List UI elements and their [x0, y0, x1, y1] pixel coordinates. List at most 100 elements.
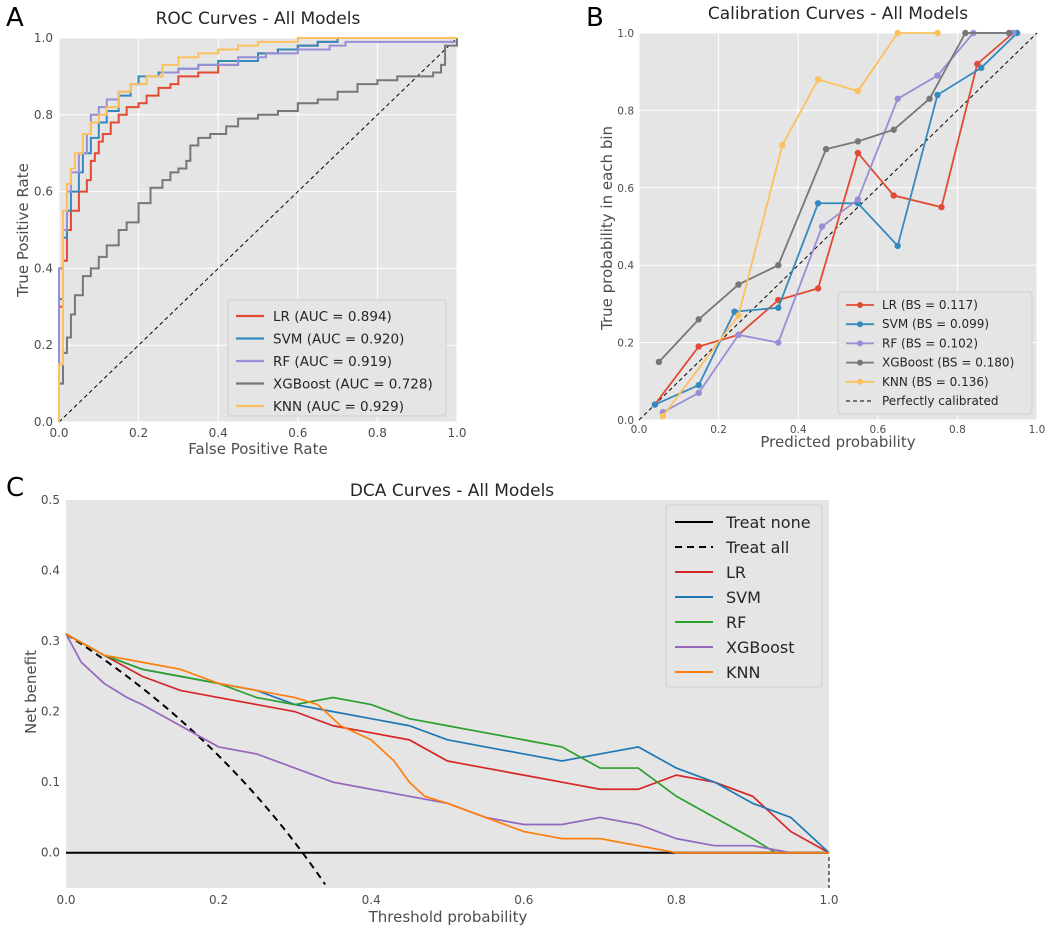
calibration-legend-label-rf: RF (BS = 0.102) [882, 336, 978, 350]
calibration-legend-marker-xgboost [857, 359, 863, 366]
perfectly-calibrated-line [638, 32, 1038, 421]
calibration-point-svm [775, 304, 782, 311]
dca-ytick-label: 0.2 [41, 705, 60, 719]
dca-legend-label-treat-all: Treat all [725, 538, 789, 557]
dca-ytick-label: 0.5 [41, 493, 60, 507]
dca-line-rf [65, 633, 829, 854]
roc-line-xgboost [58, 38, 458, 422]
calibration-point-lr [814, 285, 822, 292]
calibration-legend-marker-lr [857, 302, 863, 308]
roc-chance-line [58, 37, 458, 423]
dca-ytick-label: 0.3 [41, 634, 60, 648]
panel-letter-a: A [6, 3, 24, 33]
calibration-ticks: 0.0 0.2 0.4 0.6 0.8 1.0 0.0 0.2 0.4 0.6 0.8 1.0 [617, 28, 1045, 436]
panel-letter-b: B [586, 3, 604, 33]
dca-legend-label-lr: LR [726, 563, 746, 582]
dca-xtick-label: 0.0 [56, 893, 75, 907]
roc-chart: 0.0 0.2 0.4 0.6 0.8 1.0 0.0 0.2 0.4 0.6 0.8 1.0 ROC… [14, 9, 467, 458]
calibration-line-xgboost [658, 32, 1010, 363]
roc-xtick-label: 1.0 [447, 426, 466, 440]
calibration-legend-marker-svm [857, 321, 863, 328]
roc-xlabel: False Positive Rate [188, 440, 327, 458]
calibration-point-xgboost [926, 95, 933, 102]
calibration-point-lr [974, 60, 981, 68]
calibration-point-rf [934, 72, 941, 79]
calibration-ytick-label: 0.4 [617, 260, 634, 272]
calibration-point-xgboost [1005, 29, 1013, 37]
dca-ylabel: Net benefit [22, 650, 40, 734]
roc-title: ROC Curves - All Models [156, 9, 361, 29]
calibration-point-knn [735, 312, 742, 319]
calibration-point-xgboost [655, 358, 663, 366]
calibration-point-svm [695, 381, 702, 389]
calibration-ytick-label: 0.8 [617, 105, 634, 117]
calibration-legend-box [837, 291, 1033, 415]
calibration-point-rf [695, 389, 702, 397]
roc-xtick-label: 0.0 [49, 426, 68, 440]
roc-legend: LR (AUC = 0.894) SVM (AUC = 0.920) RF (AUC… [227, 299, 447, 417]
dca-xtick-label: 0.8 [667, 893, 686, 907]
roc-xtick-label: 0.2 [129, 426, 148, 440]
dca-xtick-label: 0.2 [209, 893, 228, 907]
calibration-legend: LR (BS = 0.117) SVM (BS = 0.099) RF (BS = … [837, 291, 1033, 415]
roc-xtick-label: 0.4 [209, 426, 228, 440]
calibration-chart: 0.0 0.2 0.4 0.6 0.8 1.0 0.0 0.2 0.4 0.6 0.8 1.0 Cal… [598, 4, 1045, 451]
dca-title: DCA Curves - All Models [350, 481, 554, 501]
dca-legend-label-knn: KNN [726, 663, 760, 682]
calibration-line-rf [662, 32, 1014, 414]
calibration-point-xgboost [775, 262, 782, 269]
dca-legend-label-xgboost: XGBoost [726, 638, 795, 657]
calibration-point-xgboost [695, 316, 702, 323]
calibration-line-svm [654, 32, 1018, 406]
dca-legend-label-svm: SVM [726, 588, 761, 607]
calibration-point-rf [735, 331, 742, 339]
dca-legend-label-treat-none: Treat none [725, 513, 811, 532]
dca-series [65, 633, 830, 854]
calibration-point-svm [978, 64, 985, 72]
calibration-ytick-label: 0.0 [617, 415, 634, 427]
roc-ytick-label: 1.0 [34, 31, 53, 45]
calibration-point-rf [854, 196, 862, 203]
calibration-point-knn [894, 29, 901, 37]
roc-ytick-label: 0.4 [34, 261, 53, 275]
roc-line-knn [58, 37, 457, 422]
roc-legend-label-knn: KNN (AUC = 0.929) [273, 399, 404, 415]
roc-ytick-label: 0.6 [34, 185, 53, 199]
roc-ytick-label: 0.0 [34, 415, 53, 429]
calibration-legend-label-reference: Perfectly calibrated [882, 394, 999, 408]
roc-ytick-label: 0.2 [34, 338, 53, 352]
roc-legend-label-lr: LR (AUC = 0.894) [273, 309, 392, 325]
calibration-point-knn [779, 142, 786, 149]
roc-ylabel: True Positive Rate [14, 163, 32, 298]
dca-legend: Treat none Treat all LR SVM RF XGBoost KNN [665, 504, 823, 688]
dca-legend-box [665, 504, 823, 688]
roc-legend-label-rf: RF (AUC = 0.919) [273, 354, 392, 370]
calibration-ytick-label: 0.6 [617, 183, 634, 195]
calibration-point-xgboost [735, 281, 742, 288]
dca-ytick-label: 0.0 [41, 846, 60, 860]
calibration-point-rf [894, 95, 901, 102]
calibration-point-knn [659, 412, 667, 420]
calibration-point-svm [814, 200, 822, 207]
roc-ticks: 0.0 0.2 0.4 0.6 0.8 1.0 0.0 0.2 0.4 0.6 0.8 1.0 [34, 31, 467, 440]
calibration-ytick-label: 0.2 [617, 338, 634, 350]
dca-legend-label-rf: RF [726, 613, 746, 632]
panel-letter-c: C [6, 473, 24, 503]
calibration-legend-label-svm: SVM (BS = 0.099) [882, 317, 989, 331]
dca-ytick-label: 0.1 [41, 775, 60, 789]
calibration-point-xgboost [890, 126, 897, 133]
dca-xtick-label: 0.4 [362, 893, 381, 907]
calibration-xtick-label: 1.0 [1029, 424, 1046, 436]
calibration-point-lr [695, 343, 702, 350]
calibration-xlabel: Predicted probability [760, 433, 915, 451]
dca-xtick-label: 1.0 [819, 893, 838, 907]
dca-xtick-label: 0.6 [514, 893, 533, 907]
calibration-point-svm [731, 308, 738, 315]
calibration-point-xgboost [962, 29, 969, 37]
roc-legend-label-svm: SVM (AUC = 0.920) [273, 332, 404, 348]
roc-xtick-label: 0.8 [368, 426, 387, 440]
roc-legend-label-xgboost: XGBoost (AUC = 0.728) [273, 377, 433, 393]
roc-legend-box [227, 299, 447, 417]
calibration-legend-label-lr: LR (BS = 0.117) [882, 298, 978, 312]
